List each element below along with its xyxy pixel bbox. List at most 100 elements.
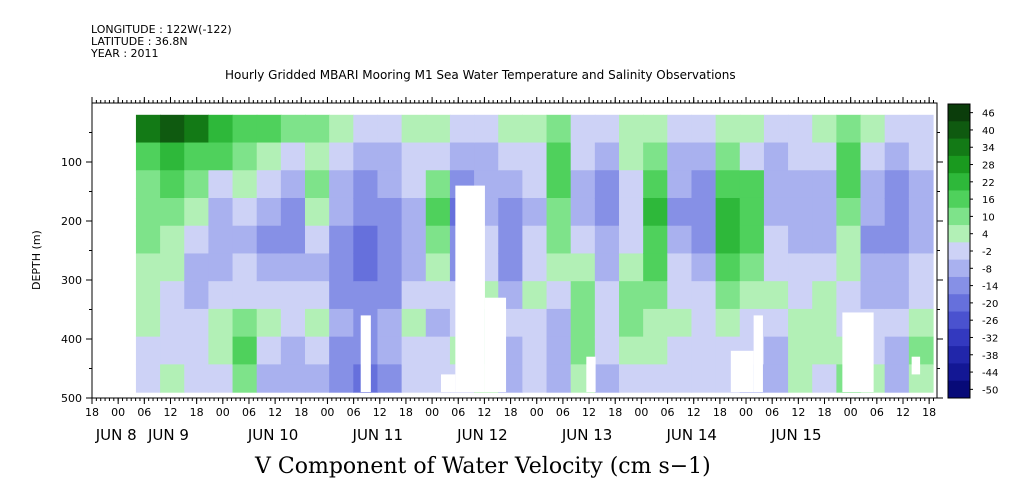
heatmap-cell <box>788 142 813 171</box>
heatmap-cell <box>763 364 789 393</box>
heatmap-cell <box>256 225 282 255</box>
heatmap-cell <box>135 336 161 365</box>
heatmap-cell <box>619 364 644 393</box>
x-hour-label: 00 <box>634 406 648 419</box>
x-hour-label: 06 <box>765 406 779 419</box>
heatmap-cell <box>256 308 282 338</box>
heatmap-cell <box>836 225 862 255</box>
heatmap-cell <box>836 197 862 227</box>
heatmap-cell <box>425 170 451 199</box>
heatmap-cell <box>280 142 306 171</box>
heatmap-cell <box>667 308 693 338</box>
heatmap-cell <box>401 142 427 171</box>
x-hour-label: 12 <box>163 406 177 419</box>
heatmap-cell <box>739 253 765 282</box>
heatmap-cell <box>691 336 717 365</box>
heatmap-cell <box>691 197 717 227</box>
heatmap-cell <box>691 364 717 393</box>
heatmap-cell <box>377 253 403 282</box>
heatmap-cell <box>160 114 185 144</box>
colorbar-label: -2 <box>982 247 992 258</box>
heatmap-cell <box>401 170 427 199</box>
heatmap-cell <box>184 142 209 171</box>
heatmap-cell <box>401 197 427 227</box>
y-tick-label: 200 <box>61 215 82 228</box>
heatmap-cell <box>788 364 813 393</box>
heatmap-cell <box>135 114 161 144</box>
heatmap-cell <box>860 197 886 227</box>
heatmap-cell <box>619 308 644 338</box>
colorbar-swatch <box>948 155 970 174</box>
heatmap-cell <box>546 253 572 282</box>
heatmap-cell <box>570 142 596 171</box>
heatmap-cell <box>715 197 741 227</box>
heatmap-cell <box>329 281 354 310</box>
heatmap-cell <box>160 364 185 393</box>
colorbar-label: -20 <box>982 299 998 310</box>
heatmap-cell <box>522 197 548 227</box>
x-hour-label: 06 <box>661 406 675 419</box>
colorbar-swatch <box>948 138 970 157</box>
x-hour-label: 18 <box>504 406 518 419</box>
missing-data-region <box>586 356 596 393</box>
x-day-label: JUN 14 <box>665 426 716 444</box>
heatmap-cell <box>570 114 596 144</box>
heatmap-cell <box>208 308 234 338</box>
colorbar-label: 46 <box>982 109 995 120</box>
colorbar-swatch <box>948 207 970 226</box>
colorbar-label: 40 <box>982 126 995 137</box>
heatmap-cell <box>256 170 282 199</box>
x-day-label: JUN 12 <box>456 426 507 444</box>
heatmap-cell <box>522 142 548 171</box>
heatmap-cell <box>860 281 886 310</box>
heatmap-cell <box>570 253 596 282</box>
heatmap-cell <box>667 170 693 199</box>
heatmap-cell <box>305 170 330 199</box>
colorbar-label: -38 <box>982 351 998 362</box>
missing-data-region <box>753 315 763 393</box>
heatmap-cell <box>425 225 451 255</box>
heatmap-cell <box>570 281 596 310</box>
missing-data-region <box>842 312 874 393</box>
heatmap-cell <box>594 336 620 365</box>
x-hour-label: 00 <box>530 406 544 419</box>
heatmap-cell <box>208 225 234 255</box>
heatmap-cell <box>135 142 161 171</box>
heatmap-cell <box>377 225 403 255</box>
x-hour-label: 12 <box>477 406 491 419</box>
heatmap-cell <box>667 364 693 393</box>
heatmap-cell <box>208 336 234 365</box>
heatmap-cell <box>594 253 620 282</box>
heatmap-cell <box>860 225 886 255</box>
heatmap-cell <box>860 253 886 282</box>
heatmap-cell <box>594 170 620 199</box>
heatmap-cell <box>643 308 668 338</box>
heatmap-cell <box>208 253 234 282</box>
heatmap-cell <box>643 253 668 282</box>
x-day-label: JUN 9 <box>147 426 189 444</box>
heatmap-cell <box>546 225 572 255</box>
heatmap-cell <box>425 308 451 338</box>
heatmap-cell <box>812 170 837 199</box>
heatmap-cell <box>691 308 717 338</box>
heatmap-cell <box>763 225 789 255</box>
heatmap-cell <box>498 170 523 199</box>
heatmap-cell <box>160 336 185 365</box>
heatmap-cell <box>715 142 741 171</box>
heatmap-cell <box>884 253 910 282</box>
heatmap-cell <box>594 225 620 255</box>
colorbar-swatch <box>948 294 970 313</box>
x-hour-label: 18 <box>608 406 622 419</box>
heatmap-cell <box>836 281 862 310</box>
heatmap-cell <box>594 142 620 171</box>
heatmap-cell <box>208 364 234 393</box>
x-axis-title: V Component of Water Velocity (cm s−1) <box>255 454 711 479</box>
heatmap-cell <box>643 142 668 171</box>
heatmap-cell <box>305 253 330 282</box>
heatmap-cell <box>135 170 161 199</box>
heatmap-cell <box>353 114 379 144</box>
missing-data-region <box>455 185 485 393</box>
heatmap-cell <box>498 197 523 227</box>
heatmap-cell <box>377 364 403 393</box>
heatmap-cell <box>619 225 644 255</box>
